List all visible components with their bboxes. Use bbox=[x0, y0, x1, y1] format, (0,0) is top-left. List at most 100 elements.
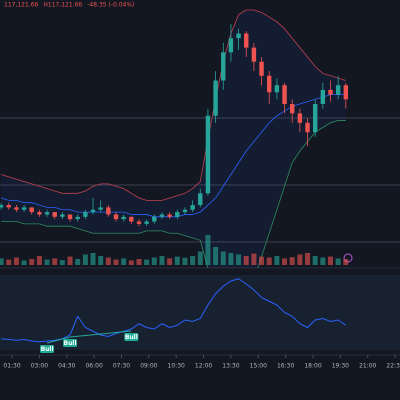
header: 117,121.66 H117,121.66 -48.35 (-0.04%) bbox=[4, 2, 134, 9]
volume-bar bbox=[113, 259, 119, 265]
volume-bar bbox=[174, 256, 180, 265]
candle-body bbox=[14, 207, 19, 210]
candle-body bbox=[198, 193, 203, 206]
volume-bar bbox=[29, 259, 35, 265]
volume-bar bbox=[52, 258, 58, 265]
signal-label: Bull bbox=[64, 340, 77, 347]
candle-body bbox=[98, 207, 103, 210]
signal-badge bbox=[40, 345, 55, 353]
volume-bar bbox=[121, 258, 127, 265]
candle-body bbox=[144, 221, 149, 224]
candle-body bbox=[320, 89, 326, 104]
candle-body bbox=[0, 205, 4, 208]
candle-body bbox=[190, 205, 195, 210]
volume-bar bbox=[243, 256, 249, 265]
volume-bar bbox=[205, 235, 211, 265]
candle-body bbox=[83, 212, 88, 217]
candle-body bbox=[136, 221, 142, 224]
candle-body bbox=[167, 214, 172, 217]
candle-body bbox=[282, 85, 287, 104]
x-tick-label: 06:00 bbox=[85, 363, 102, 370]
volume-bar bbox=[343, 259, 349, 265]
x-tick-label: 21:00 bbox=[359, 363, 376, 370]
x-tick-label: 04:30 bbox=[58, 363, 75, 370]
volume-bar bbox=[75, 259, 81, 265]
candle-body bbox=[274, 85, 280, 93]
volume-bar bbox=[236, 254, 242, 265]
volume-bar bbox=[144, 259, 150, 265]
candle-body bbox=[335, 85, 341, 95]
candle-body bbox=[121, 216, 126, 220]
volume-bar bbox=[13, 257, 19, 265]
candle-body bbox=[159, 214, 165, 217]
volume-bar bbox=[6, 259, 12, 265]
volume-bar bbox=[220, 251, 226, 265]
candle-body bbox=[90, 209, 96, 213]
header-value: H117,121.66 bbox=[43, 2, 82, 9]
candle-body bbox=[129, 216, 134, 222]
header-value: 117,121.66 bbox=[4, 2, 39, 9]
candle-body bbox=[67, 214, 73, 220]
signal-label: Bull bbox=[41, 346, 54, 353]
candle-body bbox=[297, 113, 303, 123]
volume-bar bbox=[67, 256, 73, 265]
signal-badge bbox=[124, 333, 139, 341]
x-tick-label: 12:00 bbox=[195, 363, 212, 370]
candle-body bbox=[113, 214, 119, 220]
band-line bbox=[0, 9, 346, 201]
candle-body bbox=[75, 216, 80, 220]
x-tick-label: 10:30 bbox=[168, 363, 185, 370]
volume-bar bbox=[59, 260, 65, 265]
x-tick-label: 07:30 bbox=[113, 363, 130, 370]
volume-bar bbox=[266, 257, 272, 265]
candle-body bbox=[213, 80, 218, 116]
candle-body bbox=[305, 122, 310, 133]
candle-body bbox=[267, 75, 272, 93]
volume-bar bbox=[190, 256, 196, 265]
x-tick-label: 01:30 bbox=[3, 363, 20, 370]
divergence-line bbox=[46, 330, 132, 344]
signal-label: Bull bbox=[125, 334, 138, 341]
volume-bar bbox=[128, 260, 134, 265]
volume-bar bbox=[305, 253, 311, 265]
candle-body bbox=[175, 212, 180, 217]
candle-body bbox=[21, 207, 27, 210]
volume-bar bbox=[297, 254, 303, 265]
x-tick-label: 13:30 bbox=[222, 363, 239, 370]
volume-bar bbox=[182, 257, 188, 265]
band-line bbox=[1, 120, 346, 268]
candle-body bbox=[228, 38, 234, 53]
candle-body bbox=[37, 212, 42, 215]
volume-bar bbox=[197, 251, 203, 265]
candle-body bbox=[244, 33, 249, 48]
plot: Bull Bull Bull 01:30 03:00 04:30 06:00 07:30 09:… bbox=[0, 24, 400, 370]
volume-bar bbox=[282, 258, 288, 265]
volume-bar bbox=[312, 256, 318, 265]
volume-bar bbox=[90, 253, 96, 265]
volume-bar bbox=[274, 256, 280, 265]
candle-body bbox=[343, 85, 349, 100]
volume-bar bbox=[21, 260, 27, 265]
volume-bar bbox=[136, 259, 142, 265]
candle-body bbox=[6, 205, 11, 208]
volume-bar bbox=[335, 258, 341, 265]
candle-body bbox=[328, 89, 333, 95]
volume-bar bbox=[105, 257, 111, 265]
volume-bar bbox=[151, 257, 157, 265]
candle-body bbox=[182, 209, 188, 213]
x-tick-label: 03:00 bbox=[31, 363, 48, 370]
candle-body bbox=[259, 61, 264, 76]
volume-bar bbox=[98, 256, 104, 265]
volume-bar bbox=[228, 253, 234, 265]
volume-bar bbox=[289, 257, 295, 265]
volume-bar bbox=[36, 256, 42, 265]
x-tick-label: 16:30 bbox=[277, 363, 294, 370]
candle-body bbox=[60, 214, 65, 217]
volume-bar bbox=[0, 258, 4, 265]
candle-body bbox=[236, 33, 241, 39]
x-tick-label: 22:30 bbox=[386, 363, 400, 370]
candle-body bbox=[221, 52, 226, 81]
candle-body bbox=[106, 207, 111, 215]
candle-body bbox=[152, 216, 157, 222]
